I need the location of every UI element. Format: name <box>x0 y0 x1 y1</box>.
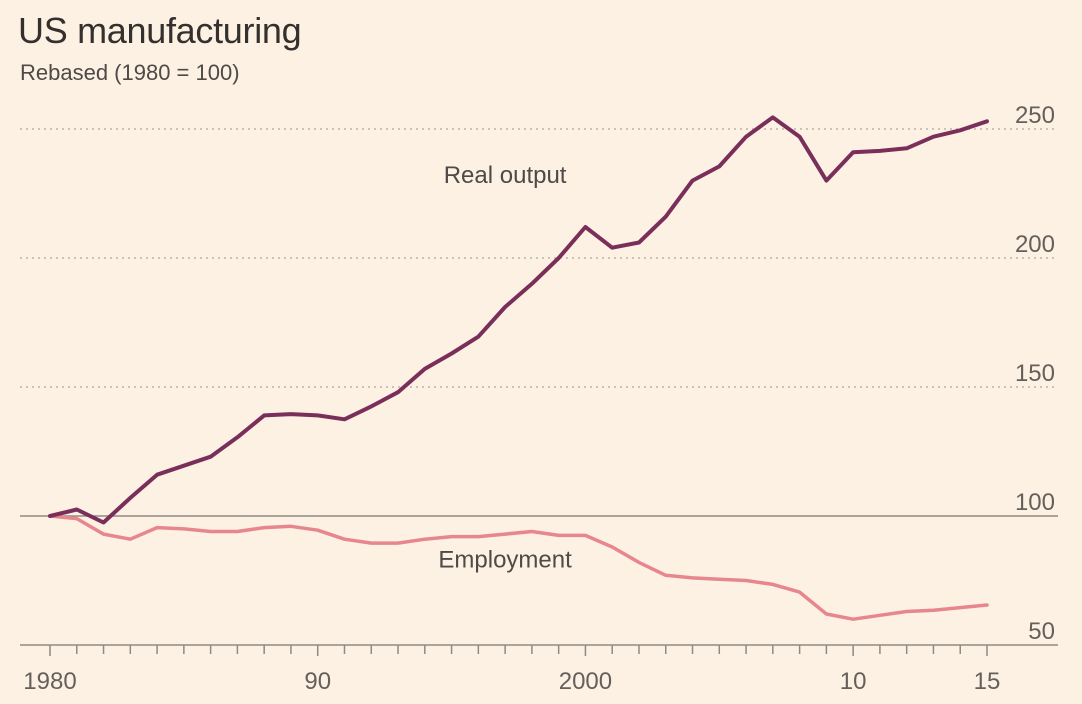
grid-lines <box>20 128 1058 646</box>
y-tick-label: 250 <box>1015 102 1055 129</box>
chart-title: US manufacturing <box>18 10 302 51</box>
series-line-employment <box>48 514 989 621</box>
y-axis: 50 100 150 200 250 <box>1015 102 1055 645</box>
x-tick-label: 15 <box>974 668 1001 695</box>
x-axis: 1980 90 2000 10 15 <box>23 645 1000 695</box>
annotation-employment: Employment <box>438 547 572 574</box>
x-tick-label: 10 <box>840 668 867 695</box>
series-annotations: Real output Employment <box>438 162 572 573</box>
x-tick-label: 1980 <box>23 668 76 695</box>
annotation-real-output: Real output <box>444 162 567 189</box>
series-line-real-output <box>48 115 989 525</box>
x-tick-label: 90 <box>304 668 331 695</box>
y-tick-label: 200 <box>1015 231 1055 258</box>
y-tick-label: 150 <box>1015 360 1055 387</box>
y-tick-label: 100 <box>1015 489 1055 516</box>
series-lines <box>48 115 989 621</box>
x-tick-label: 2000 <box>559 668 612 695</box>
chart-subtitle: Rebased (1980 = 100) <box>20 60 240 85</box>
y-tick-label: 50 <box>1028 618 1055 645</box>
